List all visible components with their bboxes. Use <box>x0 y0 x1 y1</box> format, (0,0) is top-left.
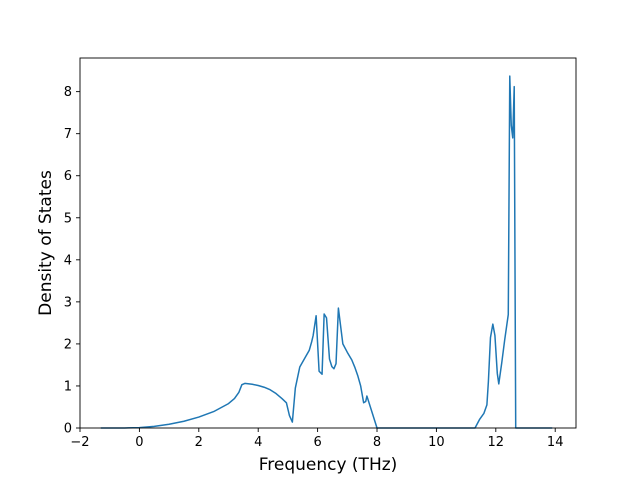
y-tick-label: 3 <box>64 295 72 310</box>
x-tick-label: 6 <box>313 435 321 450</box>
plot-area <box>100 75 553 429</box>
x-tick-label: 14 <box>547 435 564 450</box>
y-axis-ticks: 0 1 2 3 4 5 6 7 8 <box>64 85 80 437</box>
y-tick-label: 1 <box>64 379 72 394</box>
x-axis-label: Frequency (THz) <box>259 455 398 475</box>
x-tick-label: 8 <box>373 435 381 450</box>
x-tick-label: 0 <box>135 435 143 450</box>
y-tick-label: 8 <box>64 85 72 100</box>
x-tick-label: 4 <box>254 435 262 450</box>
x-tick-label: 12 <box>488 435 505 450</box>
y-tick-label: 0 <box>64 422 72 437</box>
y-tick-label: 7 <box>64 127 72 142</box>
y-tick-label: 5 <box>64 211 72 226</box>
x-tick-label: 2 <box>195 435 203 450</box>
y-axis-label: Density of States <box>36 170 56 316</box>
x-tick-label: −2 <box>70 435 89 450</box>
dos-series-line <box>100 75 553 429</box>
x-tick-label: 10 <box>428 435 445 450</box>
axes-frame <box>79 57 577 429</box>
y-tick-label: 4 <box>64 253 72 268</box>
y-tick-label: 2 <box>64 337 72 352</box>
y-tick-label: 6 <box>64 169 72 184</box>
x-axis-ticks: −2 0 2 4 6 8 10 12 14 <box>70 428 563 450</box>
